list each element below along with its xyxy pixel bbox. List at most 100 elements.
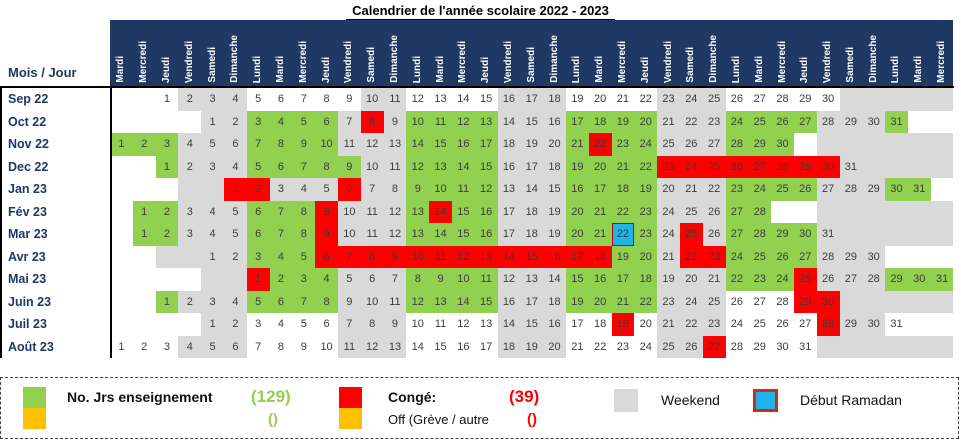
day-cell[interactable]: 30	[816, 155, 840, 178]
day-cell[interactable]: 6	[315, 110, 338, 133]
day-cell[interactable]: 27	[748, 290, 772, 313]
day-cell[interactable]: 13	[474, 245, 498, 268]
day-cell[interactable]: 5	[337, 268, 361, 291]
day-cell[interactable]: 26	[771, 110, 794, 133]
day-cell[interactable]: 28	[771, 155, 794, 178]
day-cell[interactable]: 3	[246, 110, 270, 133]
day-cell[interactable]	[178, 110, 202, 133]
day-cell[interactable]: 21	[657, 313, 680, 336]
day-cell[interactable]: 21	[588, 223, 612, 246]
day-cell[interactable]: 10	[337, 200, 361, 223]
day-cell[interactable]: 21	[588, 200, 612, 223]
day-cell[interactable]: 28	[725, 335, 749, 358]
day-cell[interactable]: 13	[406, 200, 430, 223]
day-cell[interactable]	[862, 223, 886, 246]
day-cell[interactable]	[862, 290, 886, 313]
day-cell[interactable]: 6	[246, 200, 270, 223]
day-cell[interactable]	[839, 133, 863, 156]
day-cell[interactable]	[862, 155, 886, 178]
day-cell[interactable]	[178, 313, 202, 336]
day-cell[interactable]: 20	[588, 155, 612, 178]
day-cell[interactable]: 28	[816, 110, 840, 133]
day-cell[interactable]: 29	[748, 335, 772, 358]
day-cell[interactable]: 5	[246, 155, 270, 178]
day-cell[interactable]: 18	[520, 223, 544, 246]
day-cell[interactable]: 1	[201, 313, 224, 336]
day-cell[interactable]: 4	[178, 133, 202, 156]
day-cell[interactable]	[907, 155, 931, 178]
day-cell[interactable]: 29	[839, 245, 863, 268]
day-cell[interactable]: 2	[223, 313, 247, 336]
day-cell[interactable]: 1	[155, 88, 179, 111]
day-cell[interactable]: 12	[451, 313, 475, 336]
day-cell[interactable]: 29	[793, 290, 817, 313]
day-cell[interactable]: 4	[269, 245, 293, 268]
day-cell[interactable]	[907, 335, 931, 358]
day-cell[interactable]: 5	[246, 290, 270, 313]
day-cell[interactable]	[907, 290, 931, 313]
day-cell[interactable]	[839, 200, 863, 223]
day-cell[interactable]: 27	[702, 335, 726, 358]
day-cell[interactable]: 20	[634, 110, 658, 133]
day-cell[interactable]: 17	[565, 245, 589, 268]
day-cell[interactable]: 14	[497, 313, 521, 336]
day-cell[interactable]: 22	[634, 155, 658, 178]
day-cell[interactable]	[862, 88, 886, 111]
day-cell[interactable]: 2	[155, 223, 179, 246]
day-cell[interactable]: 7	[337, 110, 361, 133]
day-cell[interactable]: 15	[520, 245, 544, 268]
day-cell[interactable]: 16	[451, 335, 475, 358]
day-cell[interactable]: 23	[657, 155, 680, 178]
day-cell[interactable]: 18	[588, 245, 612, 268]
day-cell[interactable]: 14	[451, 88, 475, 111]
day-cell[interactable]: 8	[360, 110, 384, 133]
day-cell[interactable]: 13	[383, 133, 407, 156]
day-cell[interactable]: 12	[474, 178, 498, 201]
day-cell[interactable]: 14	[451, 290, 475, 313]
day-cell[interactable]: 19	[611, 245, 635, 268]
day-cell[interactable]: 10	[360, 155, 384, 178]
day-cell[interactable]: 17	[520, 290, 544, 313]
day-cell[interactable]: 11	[429, 313, 452, 336]
day-cell[interactable]: 13	[429, 290, 452, 313]
day-cell[interactable]: 30	[771, 133, 794, 156]
day-cell[interactable]: 19	[611, 313, 635, 336]
day-cell[interactable]	[930, 335, 954, 358]
day-cell[interactable]: 5	[201, 335, 224, 358]
day-cell[interactable]	[110, 88, 133, 111]
day-cell[interactable]: 10	[315, 133, 338, 156]
day-cell[interactable]: 12	[497, 268, 521, 291]
day-cell[interactable]: 11	[474, 268, 498, 291]
day-cell[interactable]: 17	[520, 88, 544, 111]
day-cell[interactable]: 8	[269, 133, 293, 156]
day-cell[interactable]	[132, 245, 156, 268]
day-cell[interactable]: 28	[771, 88, 794, 111]
day-cell[interactable]: 14	[497, 110, 521, 133]
day-cell[interactable]	[839, 88, 863, 111]
day-cell[interactable]: 21	[657, 245, 680, 268]
day-cell[interactable]: 26	[793, 178, 817, 201]
day-cell[interactable]: 20	[657, 178, 680, 201]
day-cell[interactable]: 29	[862, 178, 886, 201]
day-cell[interactable]: 9	[383, 110, 407, 133]
day-cell[interactable]	[930, 313, 954, 336]
day-cell[interactable]: 16	[543, 245, 566, 268]
day-cell[interactable]: 9	[337, 155, 361, 178]
day-cell[interactable]	[178, 178, 202, 201]
day-cell[interactable]	[907, 245, 931, 268]
day-cell[interactable]: 27	[839, 268, 863, 291]
day-cell[interactable]: 31	[885, 313, 908, 336]
day-cell[interactable]: 4	[223, 155, 247, 178]
day-cell[interactable]: 27	[725, 200, 749, 223]
day-cell[interactable]: 7	[246, 335, 270, 358]
day-cell[interactable]	[907, 313, 931, 336]
day-cell[interactable]: 21	[702, 268, 726, 291]
day-cell[interactable]: 18	[611, 178, 635, 201]
day-cell[interactable]	[132, 155, 156, 178]
day-cell[interactable]: 30	[816, 88, 840, 111]
day-cell[interactable]: 28	[862, 268, 886, 291]
day-cell[interactable]: 12	[360, 133, 384, 156]
day-cell[interactable]: 17	[565, 313, 589, 336]
day-cell[interactable]: 1	[246, 268, 270, 291]
day-cell[interactable]: 14	[497, 245, 521, 268]
